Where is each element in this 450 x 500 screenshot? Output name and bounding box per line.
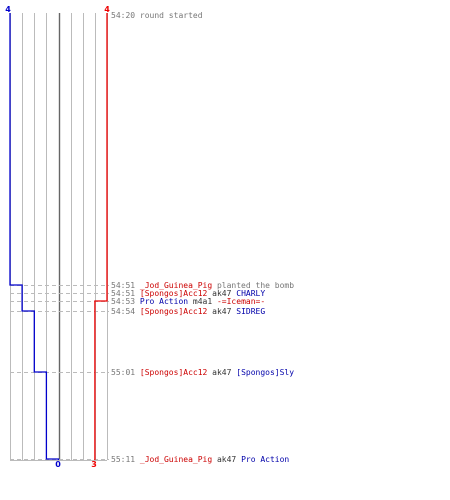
- player-name: _Jod_Guinea_Pig: [139, 281, 213, 290]
- event-row: 54:20 round started: [111, 11, 203, 20]
- team-a-start-count: 4: [5, 5, 11, 14]
- event-note: round started: [139, 11, 203, 20]
- player-name: [Spongos]Acc12: [139, 289, 208, 298]
- event-note: planted the bomb: [212, 281, 295, 290]
- event-row: 54:53 Pro Action m4a1 -=Iceman=-: [111, 297, 265, 306]
- event-time: 54:53: [111, 297, 140, 306]
- event-weapon: ak47: [207, 289, 237, 298]
- team-b-alive-line: [94, 13, 108, 460]
- player-name: _Jod_Guinea_Pig: [139, 455, 213, 464]
- event-time: 54:54: [111, 307, 140, 316]
- event-weapon: ak47: [207, 307, 237, 316]
- event-weapon: m4a1: [188, 297, 217, 306]
- player-name: SIDREG: [236, 307, 266, 316]
- team-b-end-count: 3: [91, 460, 97, 469]
- event-row: 55:01 [Spongos]Acc12 ak47 [Spongos]Sly: [111, 368, 294, 377]
- event-row: 55:11 _Jod_Guinea_Pig ak47 Pro Action: [111, 455, 289, 464]
- event-row: 54:51 [Spongos]Acc12 ak47 CHARLY: [111, 289, 265, 298]
- team-a-alive-line: [9, 13, 60, 460]
- event-time: 55:01: [111, 368, 140, 377]
- player-name: -=Iceman=-: [216, 297, 266, 306]
- player-name: Pro Action: [241, 455, 290, 464]
- player-name: [Spongos]Acc12: [139, 307, 208, 316]
- event-row: 54:54 [Spongos]Acc12 ak47 SIDREG: [111, 307, 265, 316]
- event-time: 54:51: [111, 289, 140, 298]
- event-row: 54:51 _Jod_Guinea_Pig planted the bomb: [111, 281, 294, 290]
- player-name: CHARLY: [236, 289, 266, 298]
- player-name: [Spongos]Acc12: [139, 368, 208, 377]
- player-name: [Spongos]Sly: [236, 368, 295, 377]
- team-b-start-count: 4: [104, 5, 110, 14]
- event-time: 54:20: [111, 11, 140, 20]
- event-time: 54:51: [111, 281, 140, 290]
- player-name: Pro Action: [139, 297, 189, 306]
- event-time: 55:11: [111, 455, 140, 464]
- event-weapon: ak47: [212, 455, 242, 464]
- event-weapon: ak47: [207, 368, 237, 377]
- team-a-end-count: 0: [55, 460, 61, 469]
